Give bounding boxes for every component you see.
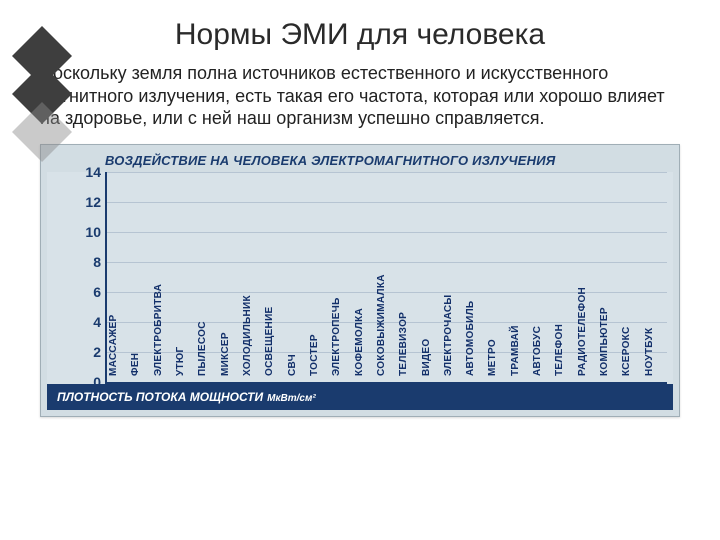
ytick: 10	[77, 224, 101, 240]
gridline	[107, 202, 667, 203]
ytick: 8	[77, 254, 101, 270]
chart-plot: МАССАЖЕР ФЕН ЭЛЕКТРОБРИТВА УТЮГ ПЫЛЕСОС МИКСЕ…	[105, 172, 667, 384]
bar-label: РАДИОТЕЛЕФОН	[577, 286, 588, 375]
chart-title: ВОЗДЕЙСТВИЕ НА ЧЕЛОВЕКА ЭЛЕКТРОМАГНИТНОГ…	[41, 145, 679, 168]
ytick: 12	[77, 194, 101, 210]
ytick: 0	[77, 374, 101, 390]
xaxis-unit: МкВт/см²	[267, 393, 316, 404]
ytick: 14	[77, 164, 101, 180]
bar-label: ХОЛОДИЛЬНИК	[242, 295, 253, 376]
gridline	[107, 292, 667, 293]
bar-label: ОСВЕЩЕНИЕ	[264, 306, 275, 376]
ytick: 2	[77, 344, 101, 360]
bar-label: ТЕЛЕФОН	[554, 323, 565, 375]
ytick: 6	[77, 284, 101, 300]
slide-title: Нормы ЭМИ для человека	[0, 18, 720, 52]
bar-label: АВТОМОБИЛЬ	[465, 300, 476, 375]
chart-area: МАССАЖЕР ФЕН ЭЛЕКТРОБРИТВА УТЮГ ПЫЛЕСОС МИКСЕ…	[47, 172, 673, 384]
xaxis-label: ПЛОТНОСТЬ ПОТОКА МОЩНОСТИ	[57, 390, 263, 404]
bar-label: СВЧ	[287, 354, 298, 376]
bar-label: ТРАМВАЙ	[510, 325, 521, 376]
bar-label: МЕТРО	[487, 339, 498, 376]
bar-label: СОКОВЫЖИМАЛКА	[376, 274, 387, 376]
chart-xaxis-label-bar: ПЛОТНОСТЬ ПОТОКА МОЩНОСТИ МкВт/см²	[47, 384, 673, 410]
gridline	[107, 352, 667, 353]
gridline	[107, 382, 667, 383]
bar-label: УТЮГ	[175, 346, 186, 376]
bar-label: ЭЛЕКТРОБРИТВА	[153, 283, 164, 375]
gridline	[107, 232, 667, 233]
slide-body-text: Поскольку земля полна источников естеств…	[40, 62, 680, 130]
bar-label: МИКСЕР	[220, 332, 231, 376]
bars-container: МАССАЖЕР ФЕН ЭЛЕКТРОБРИТВА УТЮГ ПЫЛЕСОС МИКСЕ…	[107, 172, 667, 382]
bar-label: КОФЕМОЛКА	[354, 308, 365, 376]
bar-label: ТОСТЕР	[309, 334, 320, 376]
bar-label: ВИДЕО	[421, 338, 432, 375]
bar-label: МАССАЖЕР	[108, 314, 119, 376]
bar-label: ЭЛЕКТРОЧАСЫ	[443, 294, 454, 376]
chart-card: ВОЗДЕЙСТВИЕ НА ЧЕЛОВЕКА ЭЛЕКТРОМАГНИТНОГ…	[40, 144, 680, 417]
bar-label: АВТОБУС	[532, 325, 543, 375]
ytick: 4	[77, 314, 101, 330]
gridline	[107, 322, 667, 323]
bar-label: ПЫЛЕСОС	[197, 321, 208, 376]
bar-label: ФЕН	[130, 352, 141, 375]
bar-label: КОМПЬЮТЕР	[599, 307, 610, 376]
bar-label: ЭЛЕКТРОПЕЧЬ	[331, 297, 342, 376]
gridline	[107, 172, 667, 173]
gridline	[107, 262, 667, 263]
